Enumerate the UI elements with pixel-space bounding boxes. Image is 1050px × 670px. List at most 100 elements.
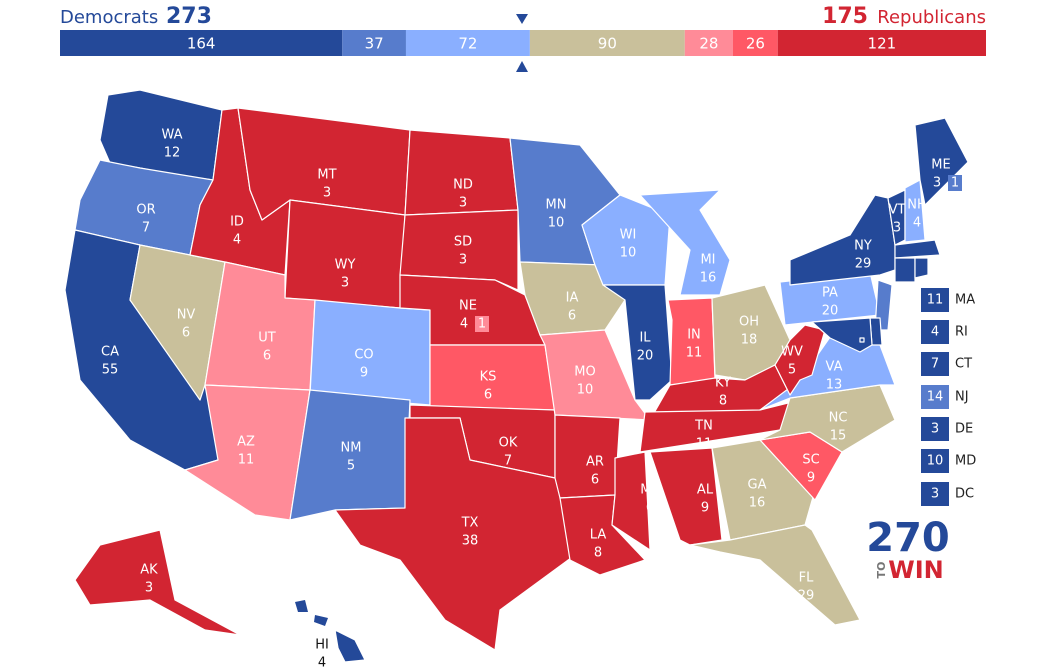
state-abbr: ND xyxy=(453,178,473,193)
state-abbr: OR xyxy=(136,203,155,218)
state-ev: 7 xyxy=(504,454,512,469)
state-ev: 4 xyxy=(233,233,241,248)
state-shape xyxy=(859,337,865,343)
state-abbr: WY xyxy=(335,258,356,273)
state-abbr: NH xyxy=(907,198,927,213)
state-ev: 7 xyxy=(142,221,150,236)
state-abbr: OK xyxy=(499,436,518,451)
tally-segment xyxy=(405,30,530,56)
state-abbr: IN xyxy=(687,328,701,343)
state-shape xyxy=(904,179,926,243)
state-abbr: NJ xyxy=(955,390,969,405)
state-ev: 3 xyxy=(145,581,153,596)
tally-label: 164 xyxy=(187,35,216,53)
state-shape xyxy=(894,239,941,259)
state-abbr: IL xyxy=(639,331,651,346)
tally-label: 28 xyxy=(699,35,718,53)
tally-label: 26 xyxy=(746,35,765,53)
state-abbr: IA xyxy=(566,291,579,306)
callout-box xyxy=(921,449,949,473)
state-abbr: AK xyxy=(140,563,158,578)
state-shape xyxy=(284,199,406,309)
state-abbr: MN xyxy=(546,198,567,213)
state-ev: 13 xyxy=(826,378,843,393)
state-abbr: MO xyxy=(574,365,595,380)
state-ev: 12 xyxy=(164,146,181,161)
state-abbr: AL xyxy=(697,483,714,498)
state-abbr: UT xyxy=(258,331,276,346)
tally-segment xyxy=(342,30,406,56)
state-abbr: VT xyxy=(889,203,906,218)
state-ev: 16 xyxy=(700,271,717,286)
state-ev: 11 xyxy=(238,453,255,468)
state-abbr: MA xyxy=(955,293,975,308)
dem-label: Democrats xyxy=(60,7,158,28)
state-abbr: FL xyxy=(799,571,814,586)
callout-box xyxy=(921,417,949,441)
state-shape xyxy=(237,107,411,221)
state-abbr: VA xyxy=(826,360,843,375)
state-abbr: AR xyxy=(586,455,604,470)
tally-segment xyxy=(684,30,733,56)
logo-small: TO xyxy=(875,562,888,579)
state-ev: 10 xyxy=(927,454,944,469)
state-abbr: AZ xyxy=(237,435,255,450)
state-abbr: WA xyxy=(161,128,182,143)
state-abbr: NY xyxy=(854,239,872,254)
state-shape xyxy=(602,284,673,401)
state-abbr: CO xyxy=(354,348,373,363)
state-shape xyxy=(611,451,651,551)
state-abbr: DE xyxy=(955,422,973,437)
state-abbr: GA xyxy=(748,478,767,493)
state-ev: 5 xyxy=(347,459,355,474)
state-abbr: WV xyxy=(781,345,803,360)
state-abbr: NV xyxy=(177,308,196,323)
state-abbr: CT xyxy=(955,357,972,372)
state-abbr: OH xyxy=(739,315,759,330)
state-abbr: KY xyxy=(715,376,731,391)
tally-label: 72 xyxy=(458,35,477,53)
state-ev: 9 xyxy=(701,501,709,516)
midpoint-arrow-bottom xyxy=(516,61,528,72)
state-ev: 5 xyxy=(788,363,796,378)
district-box xyxy=(475,316,489,332)
state-shape xyxy=(914,117,969,206)
state-ev: 6 xyxy=(182,326,190,341)
state-abbr: TX xyxy=(461,516,479,531)
state-ev: 18 xyxy=(741,333,758,348)
state-shape xyxy=(74,529,241,636)
callout-box xyxy=(921,288,949,312)
state-abbr: MD xyxy=(955,454,976,469)
state-ev: 3 xyxy=(459,196,467,211)
state-shape xyxy=(759,384,896,453)
state-ev: 3 xyxy=(341,276,349,291)
state-ev: 15 xyxy=(830,429,847,444)
state-shape xyxy=(689,524,861,626)
state-abbr: MT xyxy=(317,168,336,183)
dem-total: 273 xyxy=(166,4,212,29)
logo-word: WIN xyxy=(888,556,944,584)
state-abbr: WI xyxy=(620,228,637,243)
state-abbr: MS xyxy=(640,483,659,498)
state-ev: 14 xyxy=(927,390,944,405)
state-ev: 7 xyxy=(931,357,939,372)
state-ev: 3 xyxy=(459,253,467,268)
state-ev: 6 xyxy=(263,349,271,364)
state-shape xyxy=(334,417,576,651)
state-ev: 6 xyxy=(568,309,576,324)
state-ev: 4 xyxy=(460,317,468,332)
state-shape xyxy=(295,600,308,612)
state-ev: 10 xyxy=(548,216,565,231)
state-shape xyxy=(314,615,328,626)
tally-label: 90 xyxy=(598,35,617,53)
state-abbr: PA xyxy=(822,286,838,301)
rep-total: 175 xyxy=(822,4,868,29)
state-ev: 3 xyxy=(323,186,331,201)
state-ev: 4 xyxy=(931,325,939,340)
state-ev: 6 xyxy=(646,501,654,516)
logo-number: 270 xyxy=(866,515,950,561)
tally-segment xyxy=(529,30,685,56)
state-ev: 4 xyxy=(913,216,921,231)
state-shape xyxy=(774,324,826,396)
